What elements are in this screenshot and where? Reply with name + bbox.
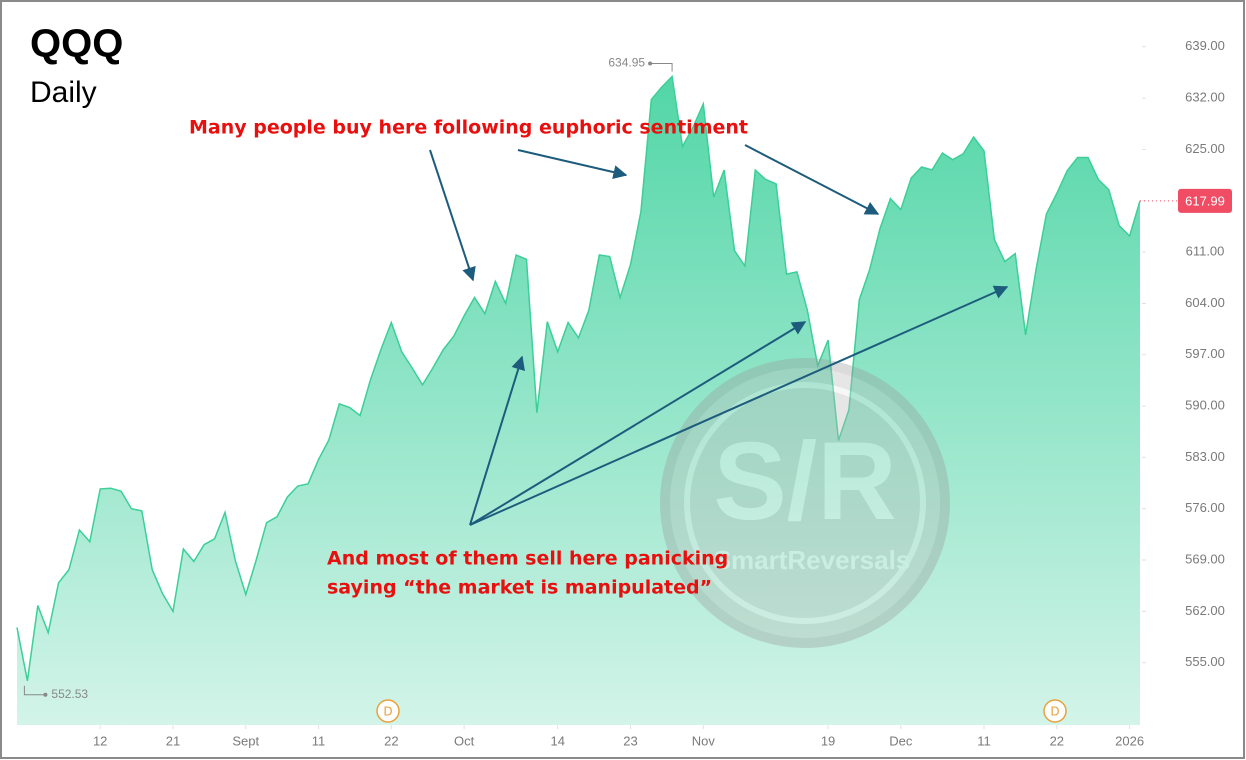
y-tick-label: 597.00 xyxy=(1185,346,1225,361)
chart-subtitle: Daily xyxy=(30,76,97,109)
y-tick-label: 632.00 xyxy=(1185,90,1225,105)
x-tick-label: Nov xyxy=(692,733,716,748)
y-tick-label: 639.00 xyxy=(1185,38,1225,53)
last-price-tag xyxy=(1178,188,1232,213)
high-bracket xyxy=(650,62,673,72)
dividend-markers: D D xyxy=(376,699,1067,723)
y-tick-label: 611.00 xyxy=(1186,244,1225,259)
x-tick-label: 2026 xyxy=(1115,733,1144,748)
arrow xyxy=(469,285,1009,526)
x-tick-label: Sept xyxy=(232,733,259,748)
low-label: 552.53 xyxy=(51,687,88,701)
x-tick-label: 14 xyxy=(550,733,564,748)
watermark-text: SmartReversals xyxy=(714,545,911,575)
dividend-label: D xyxy=(383,705,392,719)
x-tick-label: 11 xyxy=(977,733,991,748)
dividend-label: D xyxy=(1050,705,1059,719)
x-tick-label: 11 xyxy=(312,733,326,748)
x-tick-label: 19 xyxy=(821,733,835,748)
dividend-marker xyxy=(1043,699,1067,723)
arrow xyxy=(469,321,807,526)
watermark: S/R SmartReversals xyxy=(660,358,950,648)
x-tick-label: Oct xyxy=(454,733,475,748)
plot-area xyxy=(16,61,1141,725)
x-tick-label: 22 xyxy=(384,733,398,748)
area xyxy=(17,76,1140,725)
last-price-label: 617.99 xyxy=(1185,193,1225,208)
y-tick-label: 569.00 xyxy=(1185,551,1225,566)
y-tick-label: 604.00 xyxy=(1185,295,1225,310)
chart-title: QQQ xyxy=(30,22,123,66)
x-tick-label: 22 xyxy=(1050,733,1064,748)
x-tick-label: Dec xyxy=(889,733,913,748)
arrow xyxy=(744,144,880,215)
annotation-text: Many people buy here following euphoric … xyxy=(189,117,748,139)
y-tick-label: 562.00 xyxy=(1185,603,1225,618)
y-tick-label: 583.00 xyxy=(1185,449,1225,464)
arrow xyxy=(469,355,525,526)
annotation-text: saying “the market is manipulated” xyxy=(327,577,712,599)
x-tick-label: 21 xyxy=(166,733,180,748)
x-tick-label: 23 xyxy=(623,733,637,748)
high-dot xyxy=(648,61,653,66)
arrow xyxy=(429,149,476,282)
low-dot xyxy=(43,692,48,697)
watermark-logo: S/R xyxy=(713,420,896,543)
high-label: 634.95 xyxy=(608,56,645,70)
annotation-text: And most of them sell here panicking xyxy=(327,548,728,570)
arrows xyxy=(429,144,1009,526)
arrow xyxy=(517,149,628,179)
dividend-marker xyxy=(376,699,400,723)
low-bracket xyxy=(23,685,46,696)
y-tick-label: 555.00 xyxy=(1185,654,1225,669)
y-tick-label: 590.00 xyxy=(1185,397,1225,412)
watermark-ring xyxy=(660,358,950,648)
y-tick-label: 576.00 xyxy=(1185,500,1225,515)
line xyxy=(16,74,1141,681)
watermark-ring xyxy=(684,382,926,624)
x-tick-label: 12 xyxy=(93,733,107,748)
y-tick-label: 625.00 xyxy=(1185,141,1225,156)
